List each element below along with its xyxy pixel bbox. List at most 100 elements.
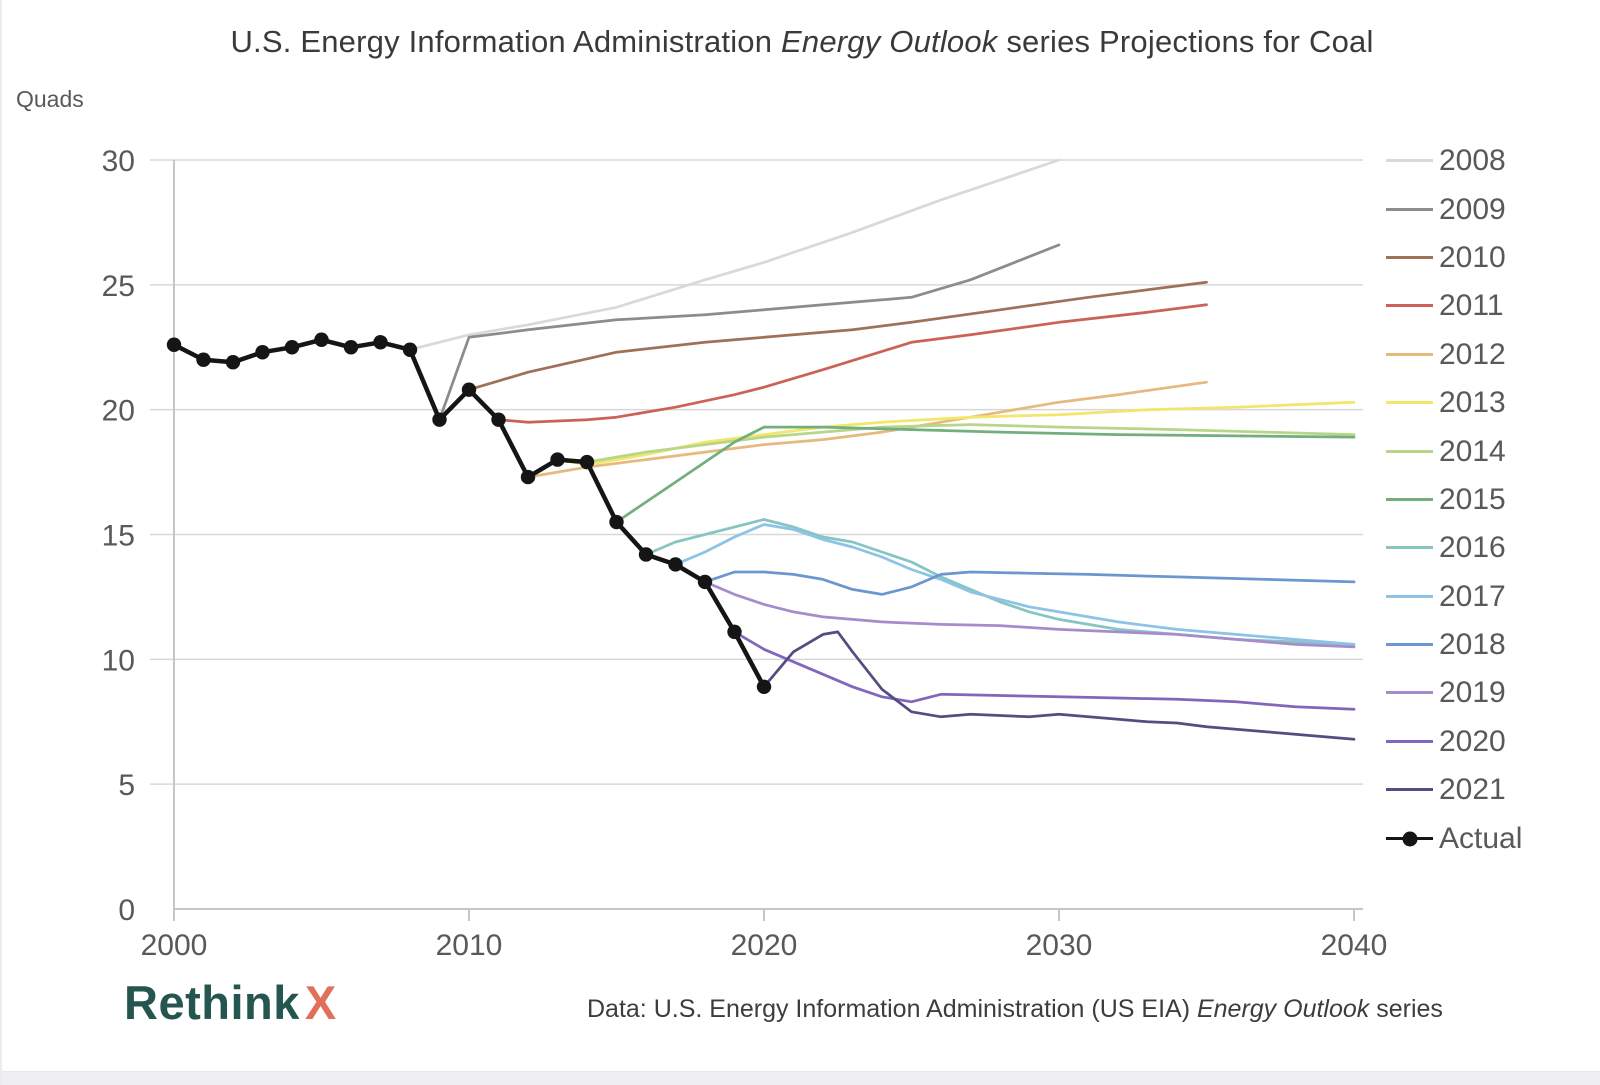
- actual-data-point-2007: [373, 335, 388, 350]
- series-line-2012: [526, 380, 1208, 479]
- legend-label-actual: Actual: [1439, 821, 1523, 855]
- x-tick-label-2030: 2030: [1026, 929, 1093, 962]
- legend-swatch-2021: [1386, 783, 1433, 797]
- actual-data-point-2001: [196, 352, 211, 367]
- legend-label-2013: 2013: [1439, 386, 1506, 420]
- legend-label-2015: 2015: [1439, 482, 1506, 516]
- logo-x-mark: X: [304, 976, 337, 1029]
- series-line-2017: [674, 523, 1356, 646]
- actual-data-point-2005: [314, 332, 329, 347]
- actual-data-point-2014: [579, 454, 595, 470]
- legend-label-2014: 2014: [1439, 434, 1506, 468]
- legend-label-2018: 2018: [1439, 628, 1506, 662]
- actual-data-point-2009: [432, 412, 447, 427]
- legend-label-2012: 2012: [1439, 337, 1506, 371]
- legend-label-2017: 2017: [1439, 579, 1506, 613]
- legend-item-2019: 2019: [1386, 669, 1598, 717]
- legend-label-2009: 2009: [1439, 192, 1506, 226]
- chart-title: U.S. Energy Information Administration E…: [2, 24, 1600, 60]
- legend-swatch-2014: [1386, 445, 1433, 459]
- logo-rethink-text: Rethink: [124, 976, 300, 1029]
- legend-swatch-2020: [1386, 735, 1433, 749]
- legend-label-2008: 2008: [1439, 144, 1506, 178]
- actual-data-point-2004: [284, 340, 300, 355]
- y-tick-label-30: 30: [102, 145, 135, 178]
- legend-item-2008: 2008: [1386, 137, 1598, 185]
- x-tick-label-2010: 2010: [436, 929, 503, 962]
- series-line-2021: [762, 630, 1356, 741]
- series-line-2010: [467, 280, 1208, 392]
- actual-data-point-2002: [225, 355, 241, 370]
- actual-data-point-2010: [461, 382, 477, 397]
- actual-data-point-2016: [638, 547, 654, 562]
- legend-item-2014: 2014: [1386, 427, 1598, 475]
- actual-data-point-2013: [550, 452, 565, 467]
- series-line-2019: [703, 580, 1356, 649]
- legend-swatch-2012: [1386, 348, 1433, 362]
- legend-item-2016: 2016: [1386, 524, 1598, 572]
- legend-swatch-2019: [1386, 686, 1433, 700]
- legend-label-2010: 2010: [1439, 240, 1506, 274]
- legend-item-2011: 2011: [1386, 282, 1598, 330]
- actual-data-point-2019: [727, 624, 742, 640]
- series-line-2008: [408, 158, 1061, 352]
- legend: 2008 2009 2010 2011 2012 2013 2014 2015 2016 2017…: [1386, 137, 1598, 863]
- series-line-2009: [438, 243, 1061, 422]
- legend-item-2018: 2018: [1386, 621, 1598, 669]
- legend-swatch-2013: [1386, 396, 1433, 410]
- series-line-2015: [615, 425, 1356, 524]
- actual-data-point-2003: [255, 345, 270, 360]
- credit-prefix: Data: U.S. Energy Information Administra…: [587, 995, 1191, 1023]
- y-tick-label-0: 0: [118, 894, 135, 927]
- legend-swatch-2011: [1386, 299, 1433, 313]
- y-axis-unit-label: Quads: [16, 86, 84, 112]
- legend-item-2021: 2021: [1386, 766, 1598, 814]
- y-tick-label-5: 5: [118, 769, 135, 802]
- legend-swatch-2018: [1386, 638, 1433, 652]
- x-tick-label-2040: 2040: [1321, 929, 1388, 962]
- legend-item-2020: 2020: [1386, 718, 1598, 766]
- actual-data-point-2011: [491, 412, 506, 427]
- rethinkx-logo: Rethink X: [124, 975, 337, 1030]
- legend-item-2013: 2013: [1386, 379, 1598, 427]
- actual-data-point-2018: [697, 574, 713, 590]
- series-line-2011: [497, 303, 1208, 424]
- y-tick-label-15: 15: [102, 520, 135, 553]
- legend-swatch-2008: [1386, 154, 1433, 168]
- actual-data-point-2015: [609, 514, 624, 530]
- credit-italic: Energy Outlook: [1196, 995, 1370, 1023]
- legend-item-2009: 2009: [1386, 185, 1598, 233]
- legend-item-2015: 2015: [1386, 476, 1598, 524]
- legend-swatch-2015: [1386, 493, 1433, 507]
- actual-data-point-2008: [402, 342, 418, 357]
- y-tick-label-10: 10: [102, 644, 135, 677]
- legend-swatch-actual: [1386, 831, 1433, 847]
- x-tick-label-2020: 2020: [731, 929, 798, 962]
- series-line-2018: [703, 570, 1356, 596]
- legend-swatch-2010: [1386, 251, 1433, 265]
- legend-swatch-2016: [1386, 541, 1433, 555]
- legend-label-2021: 2021: [1439, 773, 1506, 807]
- legend-item-2017: 2017: [1386, 573, 1598, 621]
- chart-title-prefix: U.S. Energy Information Administration: [230, 24, 773, 59]
- legend-item-2010: 2010: [1386, 234, 1598, 282]
- actual-data-point-2012: [520, 469, 536, 485]
- credit-suffix: series: [1376, 995, 1443, 1023]
- series-line-2013: [556, 400, 1356, 466]
- actual-data-point-2017: [668, 557, 683, 572]
- legend-label-2016: 2016: [1439, 531, 1506, 565]
- legend-swatch-2017: [1386, 590, 1433, 604]
- y-tick-label-20: 20: [102, 395, 135, 428]
- actual-data-point-2006: [343, 340, 359, 355]
- y-tick-label-25: 25: [102, 270, 135, 303]
- x-tick-label-2000: 2000: [141, 929, 208, 962]
- actual-data-point-2000: [166, 337, 182, 352]
- legend-label-2011: 2011: [1439, 289, 1504, 323]
- bottom-edge-strip: [2, 1071, 1600, 1085]
- series-line-2014: [585, 423, 1356, 464]
- legend-label-2019: 2019: [1439, 676, 1506, 710]
- legend-item-2012: 2012: [1386, 331, 1598, 379]
- legend-item-actual: Actual: [1386, 814, 1598, 862]
